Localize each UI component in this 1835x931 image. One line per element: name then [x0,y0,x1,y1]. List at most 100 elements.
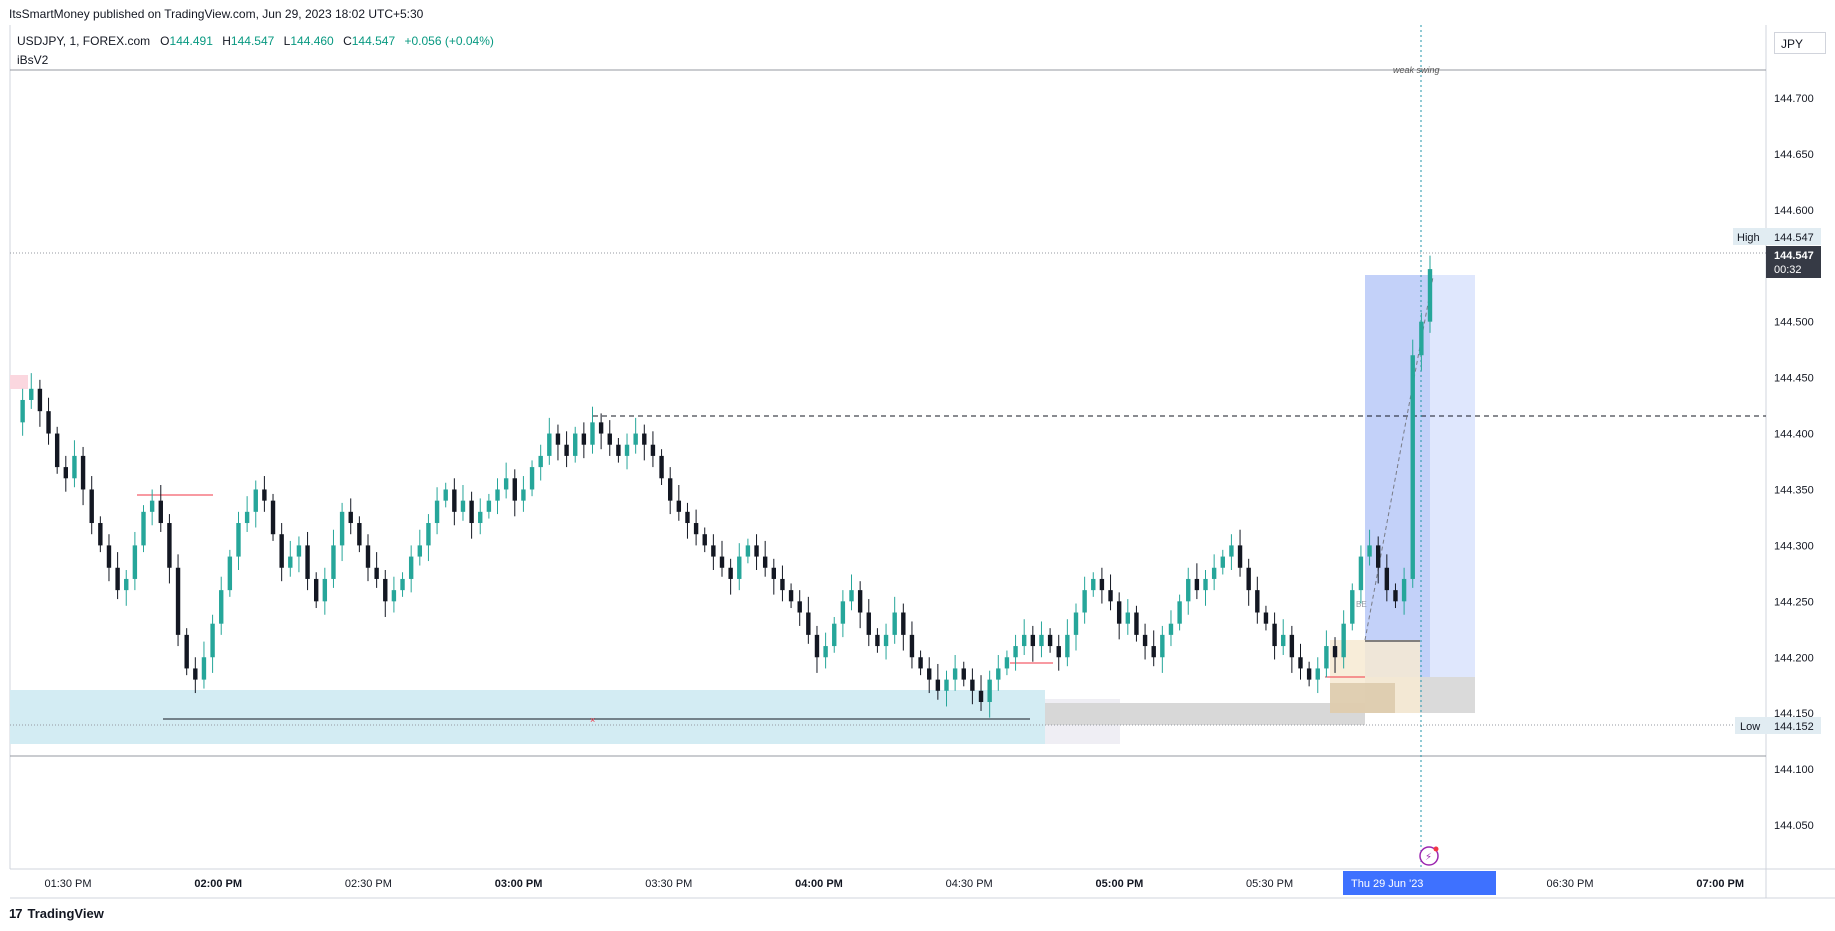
indicator-label[interactable]: iBsV2 [17,53,49,67]
candle-body [1401,578,1407,602]
candle-body [737,556,742,579]
last-price-countdown: 00:32 [1774,264,1802,276]
weak-swing-label: weak swing [1393,65,1440,75]
price-tick-label: 144.700 [1774,93,1814,105]
price-tick-label: 144.350 [1774,484,1814,496]
candle-body [175,567,181,635]
candle-body [1134,612,1139,635]
candle-body [288,556,293,568]
candle-body [814,634,820,658]
candle-body [1246,567,1251,591]
candle-body [339,511,345,546]
candle-body [1255,590,1260,613]
tradingview-logo[interactable]: 17 TradingView [9,906,104,921]
candle-body [149,500,155,512]
candle-body [1004,657,1010,669]
candle-body [883,634,889,647]
candle-body [970,679,975,691]
candle-body [1220,556,1225,568]
candle-body [547,433,552,456]
price-tick-label: 144.650 [1774,149,1814,161]
candle-body [1091,578,1096,591]
candle-body [400,578,405,591]
currency-selector[interactable]: JPY [1774,32,1826,54]
candle-body [901,612,906,635]
candle-body [357,523,362,546]
candle-body [227,556,233,591]
candle-body [443,489,448,501]
time-tick-label: 01:30 PM [44,878,91,890]
trade-path-line [1364,276,1434,641]
candle-body [348,511,353,524]
candle-body [1056,646,1061,658]
candle-body [555,433,561,445]
price-tick-label: 144.300 [1774,540,1814,552]
candle-body [762,556,768,568]
candle-body [1194,578,1200,591]
candle-body [728,567,733,579]
event-marker-icon[interactable] [1419,846,1439,866]
candle-body [374,567,379,579]
candle-body [624,444,630,456]
symbol-legend: USDJPY, 1, FOREX.com O144.491 H144.547 L… [17,34,494,48]
candle-body [54,433,60,468]
breakeven-label: BE [1356,600,1367,609]
candle-body [676,500,682,512]
candle-body [1177,601,1182,624]
candle-body [978,690,984,702]
candle-body [529,467,535,490]
candle-body [1203,578,1208,591]
candle-body [832,623,837,647]
candle-body [564,444,569,456]
low-key: L [283,34,291,48]
candle-body [1427,269,1433,322]
price-tick-label: 144.250 [1774,596,1814,608]
candle-body [521,489,526,501]
candle-body [417,545,423,557]
candle-body [1272,623,1277,647]
candle-body [331,545,336,579]
price-tick-label: 144.600 [1774,205,1814,217]
candle-body [1229,545,1234,557]
candle-body [1324,646,1329,669]
candle-body [961,668,966,680]
candle-body [1263,612,1269,624]
demand-zone [10,690,1045,744]
candle-body [253,489,258,512]
candle-body [167,523,172,568]
time-tick-label: 03:00 PM [495,878,543,890]
candle-body [158,500,163,524]
last-price-bg [1766,246,1821,278]
time-tick-label: 05:30 PM [1246,878,1293,890]
low-value-bg [1766,717,1821,734]
candle-body [598,422,604,434]
candle-body [20,399,25,423]
candle-body [1332,646,1338,658]
candle-body [408,556,414,579]
candle-body [590,422,595,445]
high-tag-bg [1733,228,1766,245]
candle-body [426,523,431,546]
candle-body [1410,355,1415,579]
candle-body [952,668,958,680]
symbol-name[interactable]: USDJPY, 1, FOREX.com [17,34,151,48]
candle-body [719,556,725,568]
low-value-text: 144.152 [1774,721,1814,733]
candle-body [581,433,587,445]
price-tick-label: 144.050 [1774,820,1814,832]
last-price-value: 144.547 [1774,250,1814,262]
candle-body [1237,545,1243,568]
event-bolt-icon: ⚡ [1425,852,1432,863]
candle-body [1142,634,1148,647]
candle-body [892,612,897,635]
candle-body [313,578,319,602]
candle-body [927,668,932,680]
candle-body [745,545,751,557]
candle-body [840,601,846,624]
low-tag-text: Low [1740,721,1760,733]
candle-body [866,612,871,635]
candle-body [573,433,578,456]
candle-body [1116,601,1122,624]
candle-body [1013,646,1018,658]
